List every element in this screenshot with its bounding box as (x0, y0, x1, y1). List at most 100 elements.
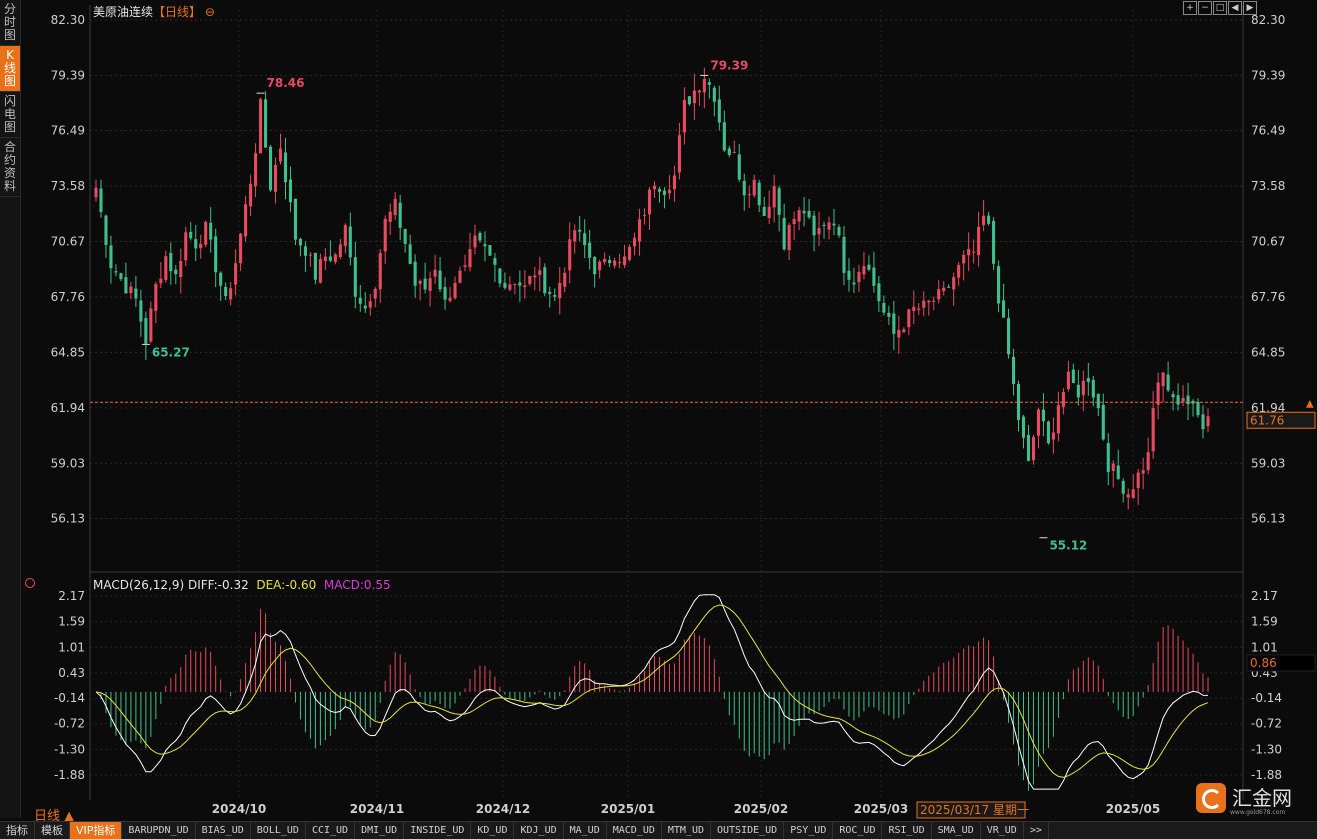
logo-subtext: www.gold678.com (1230, 809, 1286, 816)
candle-body (1176, 395, 1180, 405)
candle-body (373, 288, 377, 299)
candle-body (977, 226, 981, 255)
candle-body (174, 269, 178, 275)
macd-current-label: 0.86 (1250, 656, 1277, 670)
indicator-tab--[interactable]: 模板 (35, 822, 70, 839)
indicator-tab-inside-ud[interactable]: INSIDE_UD (404, 822, 472, 839)
candle-body (134, 288, 138, 299)
indicator-tab-ma-ud[interactable]: MA_UD (564, 822, 607, 839)
candle-body (463, 265, 467, 268)
candle-body (1111, 463, 1115, 472)
chart-title: 美原油连续【日线】 ⊖ (93, 3, 215, 20)
candle-body (1096, 393, 1100, 409)
indicator-tab-mtm-ud[interactable]: MTM_UD (662, 822, 711, 839)
candle-body (807, 211, 811, 218)
candle-body (757, 182, 761, 206)
candle-body (882, 303, 886, 313)
candle-body (119, 273, 123, 279)
extreme-label: 79.39 (710, 58, 748, 72)
time-tick: 2025/03 (854, 802, 908, 816)
candle-body (588, 242, 592, 258)
price-tick-right: 61.94 (1251, 401, 1285, 415)
indicator-tab-cci-ud[interactable]: CCI_UD (306, 822, 356, 839)
time-tick: 2025/02 (734, 802, 788, 816)
dea-line (95, 604, 1209, 778)
macd-target-icon[interactable] (25, 578, 35, 588)
candle-body (293, 198, 298, 240)
left-icon[interactable]: ◀ (1228, 1, 1242, 15)
candle-body (1106, 443, 1110, 473)
indicator-tab-vr-ud[interactable]: VR_UD (981, 822, 1024, 839)
candle-body (478, 232, 482, 241)
candle-body (179, 261, 183, 278)
indicator-tab-bar: 指标 模板 VIP指标 BARUPDN_UD BIAS_UD BOLL_UD CCI_UD D… (0, 821, 1317, 839)
period-label[interactable]: 日线 ▲ (34, 809, 75, 824)
indicator-tab-sma-ud[interactable]: SMA_UD (932, 822, 981, 839)
candle-body (104, 215, 108, 246)
candle-body (1121, 480, 1125, 494)
indicator-tab-roc-ud[interactable]: ROC_UD (833, 822, 883, 839)
full-icon[interactable]: □ (1213, 1, 1227, 15)
macd-tick-left: -0.72 (54, 717, 85, 731)
candle-body (952, 277, 956, 290)
candle-body (957, 265, 961, 278)
candle-body (144, 318, 148, 344)
indicator-tab-kd-ud[interactable]: KD_UD (471, 822, 515, 839)
candle-body (378, 252, 382, 290)
indicator-tab-psy-ud[interactable]: PSY_UD (784, 822, 834, 839)
candle-body (647, 189, 652, 215)
candle-body (318, 259, 322, 283)
right-icon[interactable]: ▶ (1243, 1, 1257, 15)
indicator-tab-macd-ud[interactable]: MACD_UD (607, 822, 662, 839)
candle-body (747, 194, 751, 196)
candle-body (553, 295, 557, 297)
candle-body (398, 202, 402, 228)
candle-body (932, 300, 936, 302)
price-tick-right: 59.03 (1251, 456, 1285, 470)
candle-body (1031, 437, 1036, 461)
candle-body (637, 219, 642, 242)
candle-body (737, 154, 741, 180)
candle-body (303, 246, 307, 256)
indicator-tab-kdj-ud[interactable]: KDJ_UD (514, 822, 564, 839)
price-tick-left: 70.67 (51, 235, 85, 249)
indicator-tab-barupdn-ud[interactable]: BARUPDN_UD (122, 822, 196, 839)
candle-body (313, 253, 317, 280)
macd-tick-right: -0.72 (1251, 717, 1282, 731)
indicator-tab-outside-ud[interactable]: OUTSIDE_UD (711, 822, 785, 839)
indicator-tab--[interactable]: 指标 (0, 822, 35, 839)
current-price-box (1246, 411, 1316, 429)
candle-body (1021, 416, 1026, 438)
left-tab-0[interactable]: 分时图 (0, 0, 20, 46)
candle-body (348, 226, 352, 258)
current-price-arrow: ▲ (1306, 398, 1314, 409)
indicator-tab-bias-ud[interactable]: BIAS_UD (196, 822, 251, 839)
minus-icon[interactable]: − (1198, 1, 1212, 15)
price-tick-left: 79.39 (51, 68, 85, 82)
candle-body (907, 309, 911, 328)
indicator-tab-boll-ud[interactable]: BOLL_UD (251, 822, 306, 839)
candle-body (448, 297, 452, 301)
candle-body (827, 222, 831, 230)
left-tab-3[interactable]: 合约资料 (0, 138, 20, 197)
time-tick: 2024/11 (350, 802, 404, 816)
candle-body (169, 253, 173, 272)
extreme-label: 55.12 (1049, 539, 1087, 553)
left-tab-2[interactable]: 闪电图 (0, 92, 20, 138)
indicator-tab-rsi-ud[interactable]: RSI_UD (882, 822, 932, 839)
indicator-tab-vip-[interactable]: VIP指标 (70, 822, 123, 839)
candle-body (353, 257, 357, 297)
candle-body (368, 301, 372, 308)
indicator-tab--[interactable]: >> (1024, 822, 1049, 839)
candle-body (338, 244, 342, 258)
macd-tick-left: -1.88 (54, 768, 85, 782)
candle-body (423, 278, 427, 290)
chart-title-period[interactable]: 【日线】 (153, 5, 202, 19)
candle-body (707, 82, 711, 85)
candle-body (408, 244, 412, 264)
settings-icon[interactable]: ⊖ (204, 5, 215, 19)
candle-body (1191, 400, 1195, 404)
indicator-tab-dmi-ud[interactable]: DMI_UD (355, 822, 405, 839)
plus-icon[interactable]: + (1183, 1, 1197, 15)
